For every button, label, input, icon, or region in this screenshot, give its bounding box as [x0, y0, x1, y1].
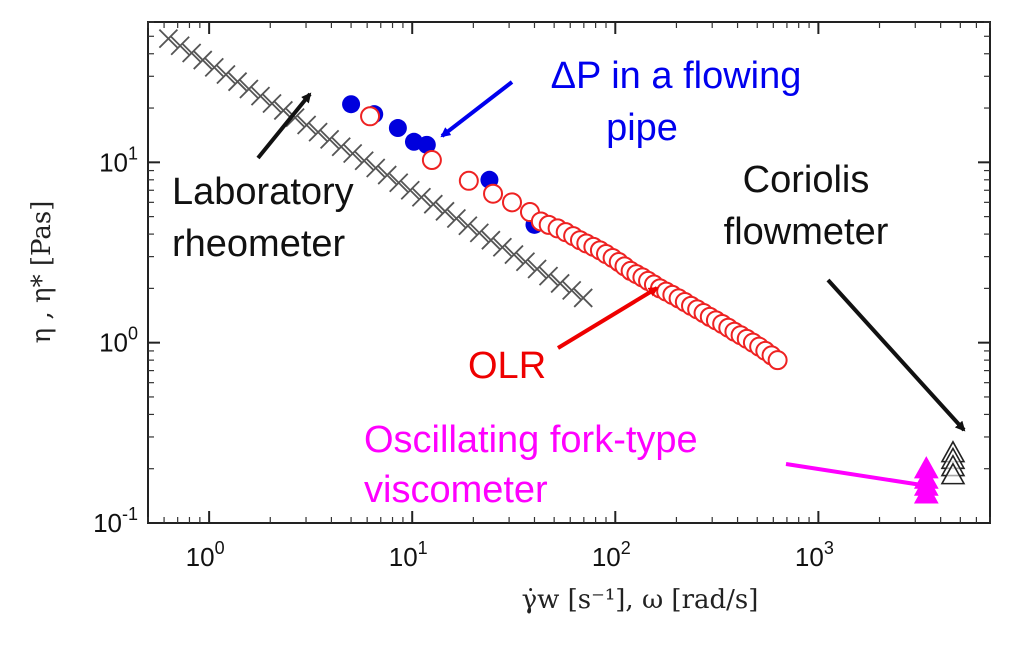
y-axis-label: η , η* [Pas]	[27, 201, 57, 344]
x-axis-label: γ̇w [s⁻¹], ω [rad/s]	[522, 585, 759, 615]
series-x	[158, 29, 593, 308]
data-point	[940, 462, 966, 485]
data-point	[366, 158, 386, 178]
annotation-rheometer: Laboratory rheometer	[172, 171, 354, 265]
data-point	[458, 216, 478, 236]
data-point	[515, 252, 536, 272]
coriolis-arrow	[826, 278, 966, 432]
y-axis-ticks: 10-1 100 101	[93, 143, 990, 538]
olr-arrow	[556, 286, 659, 350]
plot-frame	[147, 21, 991, 524]
annotation-fork-line1: Oscillating fork-type	[364, 419, 698, 461]
data-point	[435, 201, 455, 221]
y-tick-label: 101	[99, 143, 138, 177]
data-point	[458, 170, 479, 191]
data-point	[239, 79, 259, 99]
rheometer-arrow	[256, 92, 312, 160]
data-point	[421, 150, 442, 171]
data-point	[388, 119, 407, 138]
annotation-rheometer-line2: rheometer	[172, 223, 346, 265]
data-point	[492, 237, 513, 257]
annotation-olr: OLR	[468, 345, 546, 387]
data-point	[423, 194, 443, 214]
annotation-pipe: ΔP in a flowing pipe	[551, 55, 802, 149]
annotation-olr-line1: OLR	[468, 345, 546, 387]
data-series	[158, 29, 966, 504]
x-axis-ticks: 100 101 102 103	[186, 22, 834, 572]
x-tick-label: 101	[389, 538, 428, 572]
series-open-circle	[360, 106, 788, 371]
series-open-triangle	[940, 440, 966, 485]
data-point	[308, 122, 328, 142]
data-point	[550, 273, 570, 294]
data-point	[411, 187, 432, 207]
y-tick-label: 10-1	[93, 504, 138, 538]
data-point	[913, 481, 939, 504]
data-point	[538, 266, 559, 286]
data-point	[354, 151, 374, 171]
data-point	[296, 115, 317, 135]
data-point	[227, 72, 248, 92]
data-point	[573, 288, 593, 308]
data-point	[342, 95, 361, 114]
annotation-pipe-line1: ΔP in a flowing	[551, 55, 802, 97]
data-point	[216, 64, 236, 85]
data-point	[504, 244, 524, 265]
data-point	[181, 43, 202, 63]
series-filled-triangle	[913, 456, 939, 504]
data-point	[285, 107, 305, 128]
data-point	[502, 192, 523, 213]
data-point	[400, 180, 420, 200]
data-point	[319, 129, 340, 150]
x-tick-label: 102	[592, 538, 631, 572]
data-point	[170, 36, 190, 56]
x-tick-label: 103	[795, 538, 834, 572]
annotation-coriolis-line1: Coriolis	[743, 159, 870, 201]
data-point	[193, 50, 213, 70]
data-point	[767, 350, 788, 371]
data-point	[204, 57, 224, 78]
y-tick-label: 100	[99, 324, 138, 358]
data-point	[562, 280, 582, 300]
data-point	[377, 165, 397, 185]
data-point	[469, 223, 489, 243]
annotation-rheometer-line1: Laboratory	[172, 171, 354, 213]
minor-ticks	[147, 21, 991, 523]
data-point	[483, 183, 504, 204]
data-point	[158, 29, 179, 49]
annotation-coriolis-line2: flowmeter	[724, 211, 889, 253]
x-tick-label: 100	[186, 538, 225, 572]
annotation-coriolis: Coriolis flowmeter	[724, 159, 889, 253]
data-point	[262, 93, 282, 114]
fork-arrow	[785, 462, 930, 490]
annotation-fork-line2: viscometer	[364, 469, 548, 511]
data-point	[331, 137, 351, 157]
annotation-pipe-line2: pipe	[606, 107, 678, 149]
data-point	[343, 143, 363, 164]
data-point	[527, 259, 547, 279]
data-point	[360, 106, 381, 127]
data-point	[446, 208, 467, 229]
data-point	[481, 230, 501, 250]
data-point	[250, 86, 271, 106]
annotation-fork: Oscillating fork-type viscometer	[364, 419, 698, 511]
pipe-arrow	[440, 80, 514, 138]
data-point	[417, 135, 436, 154]
data-point	[389, 173, 409, 193]
